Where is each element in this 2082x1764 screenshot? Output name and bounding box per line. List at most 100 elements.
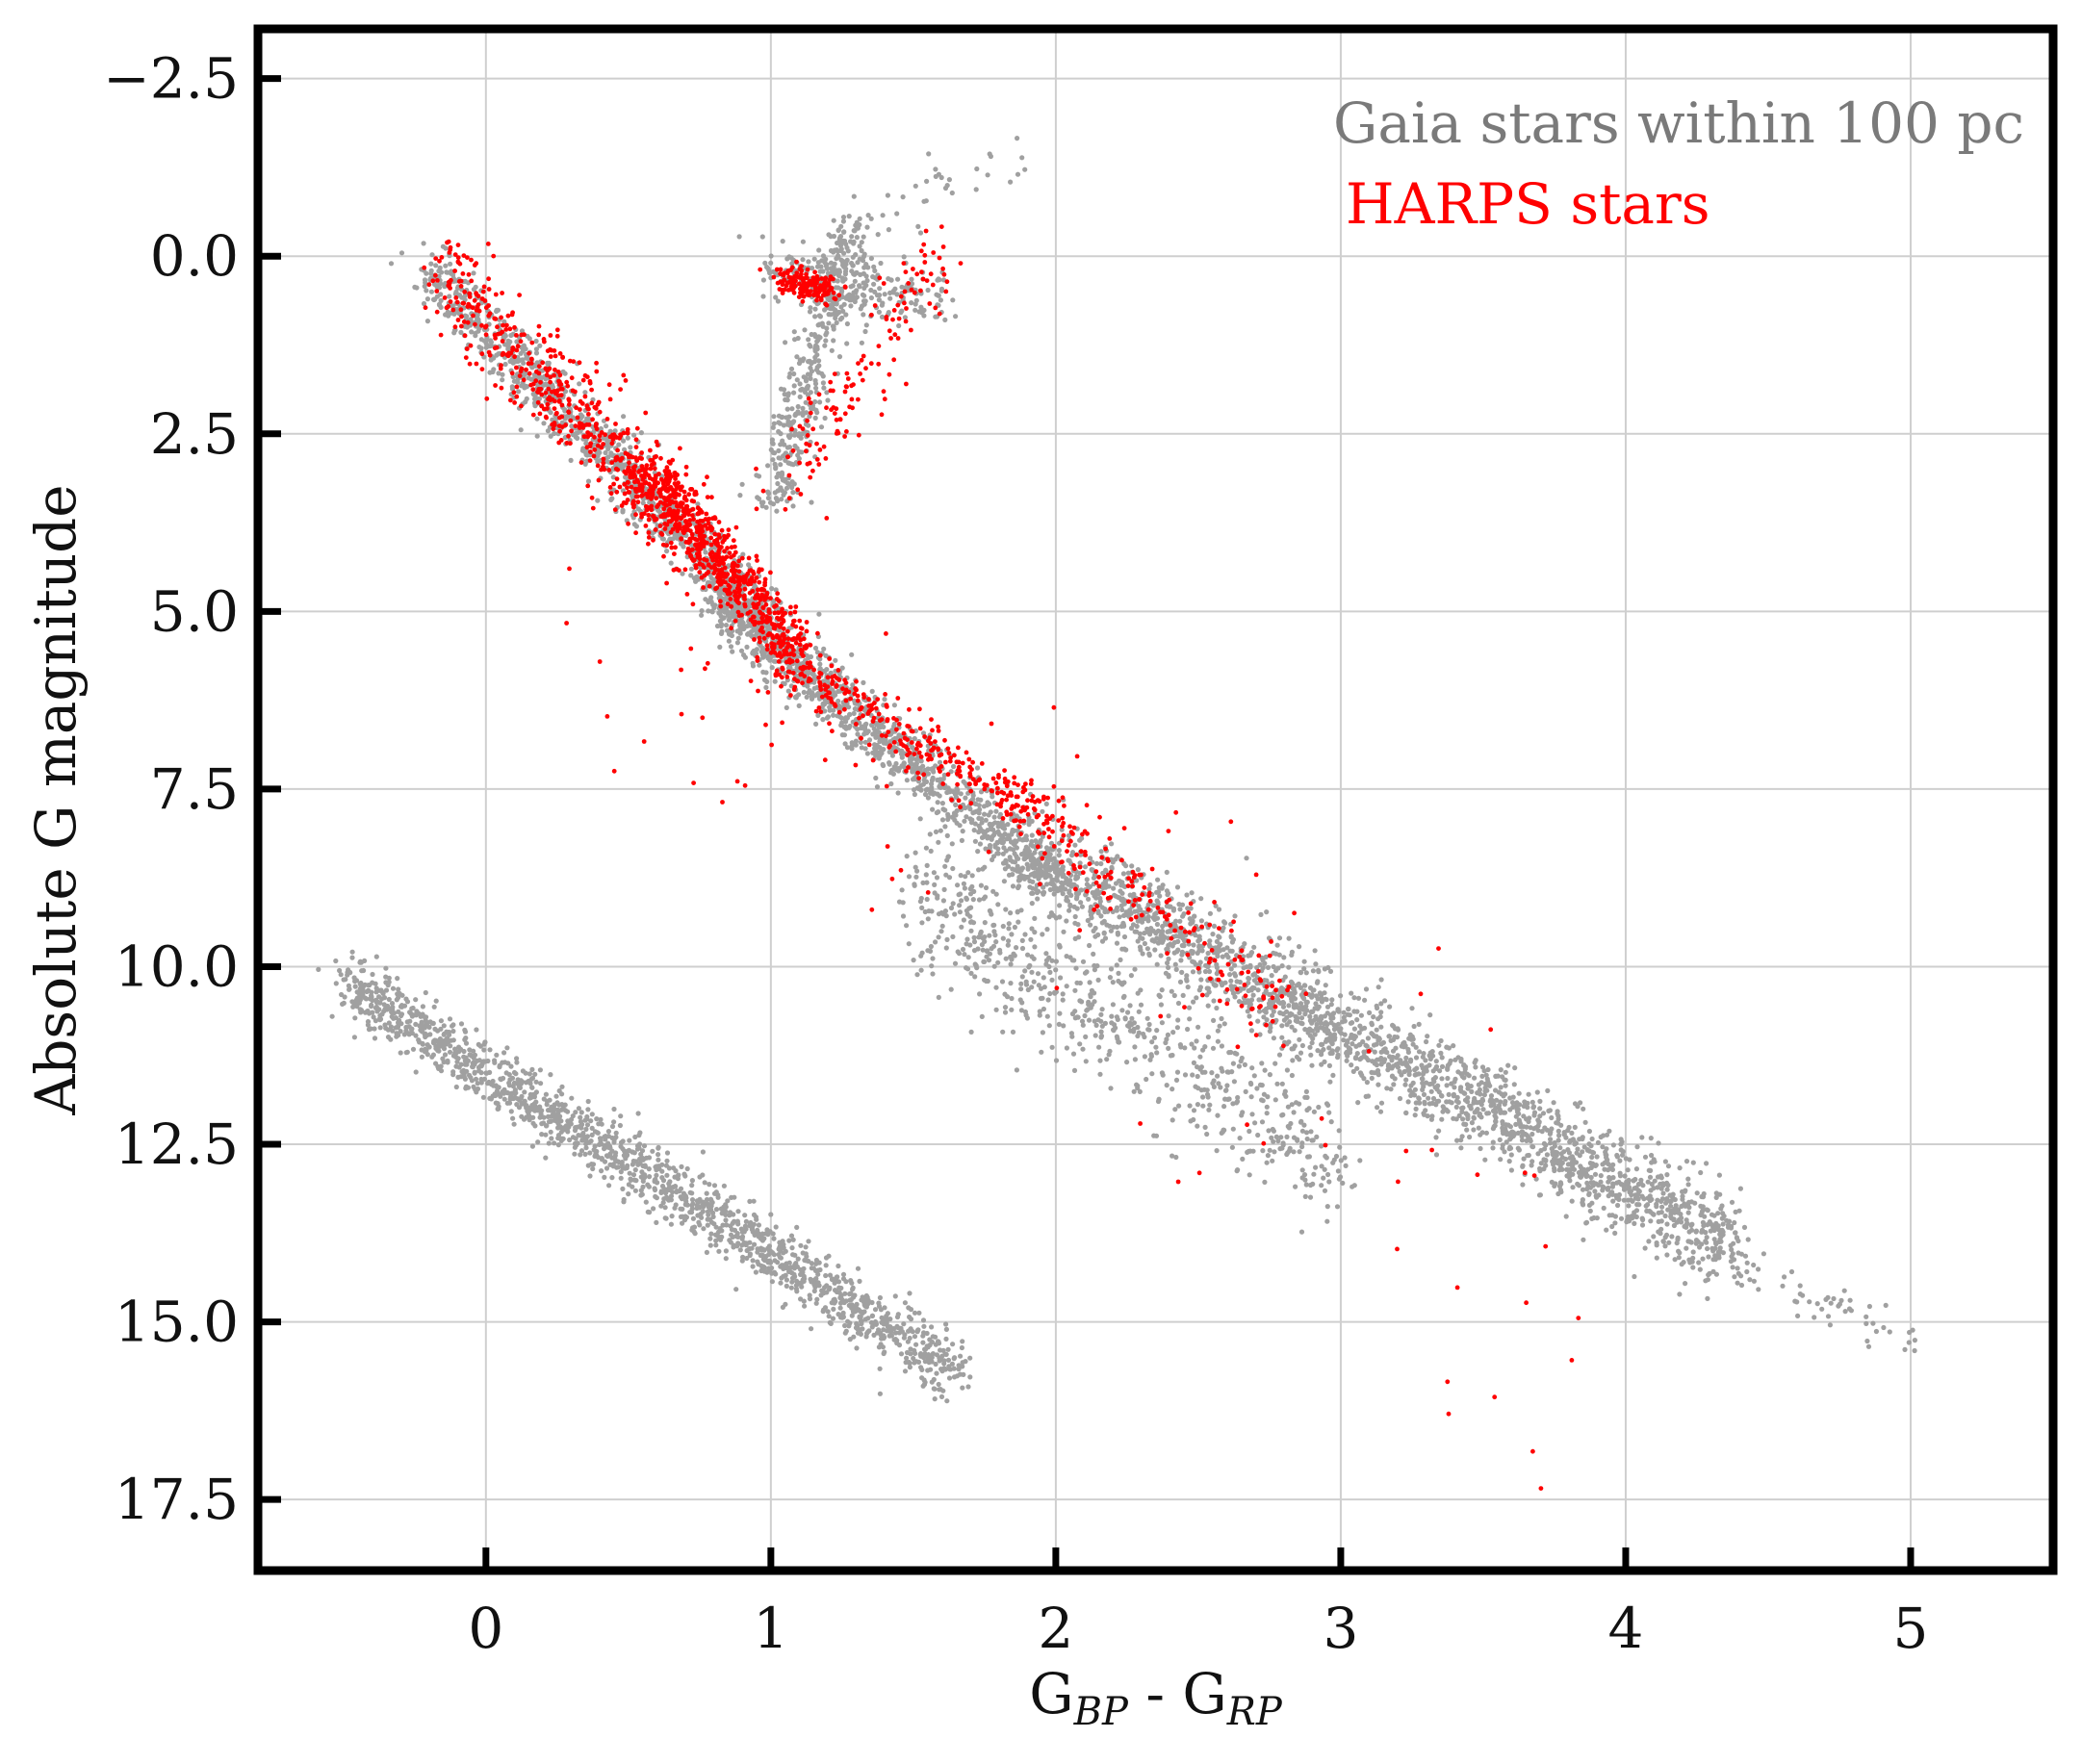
data-point: [1048, 910, 1054, 916]
data-point: [1555, 1128, 1561, 1134]
data-point: [1313, 961, 1319, 967]
data-point: [782, 680, 787, 687]
data-point: [532, 403, 538, 409]
data-point: [990, 854, 997, 859]
data-point: [1735, 1250, 1741, 1256]
data-point: [809, 1261, 815, 1266]
data-point: [1433, 1063, 1440, 1070]
data-point: [1214, 961, 1220, 967]
data-point: [1192, 913, 1197, 919]
data-point: [1326, 1062, 1332, 1068]
data-point: [965, 1384, 971, 1390]
data-point: [1685, 1182, 1691, 1188]
data-point: [1079, 904, 1085, 909]
data-point: [793, 695, 799, 701]
data-point: [631, 432, 637, 438]
data-point: [1440, 1109, 1446, 1114]
data-point: [1756, 1287, 1761, 1292]
data-point: [804, 694, 810, 701]
data-point: [1537, 1106, 1543, 1112]
data-point: [1118, 957, 1123, 963]
data-point: [1469, 1120, 1475, 1126]
data-point: [1372, 1061, 1377, 1066]
data-point: [1598, 1173, 1604, 1179]
data-point: [1645, 1195, 1651, 1201]
data-point: [603, 449, 608, 456]
data-point: [602, 1174, 607, 1180]
data-point: [1455, 1069, 1461, 1075]
data-point: [1347, 1012, 1352, 1018]
data-point: [1744, 1268, 1750, 1275]
data-point: [1838, 1297, 1844, 1303]
data-point: [1557, 1145, 1563, 1151]
data-point: [1445, 1062, 1451, 1068]
data-point: [1705, 1295, 1710, 1301]
data-point: [1411, 1023, 1417, 1030]
data-point: [1074, 906, 1080, 911]
data-point: [1619, 1182, 1625, 1188]
data-point: [836, 713, 842, 720]
data-point: [1529, 1131, 1535, 1138]
data-point: [1503, 1069, 1508, 1075]
data-point: [428, 268, 434, 273]
data-point: [1088, 922, 1093, 928]
data-point: [1256, 1009, 1263, 1014]
data-point: [1668, 1215, 1675, 1221]
data-point: [976, 829, 982, 835]
data-point: [462, 313, 468, 319]
data-point: [994, 851, 1000, 856]
data-point: [1508, 1167, 1514, 1173]
data-point: [1319, 1052, 1324, 1058]
data-point: [1686, 1229, 1692, 1235]
data-point: [1427, 1101, 1432, 1107]
data-point: [1684, 1159, 1690, 1164]
data-point: [1042, 871, 1048, 877]
data-point: [1242, 941, 1247, 947]
data-point: [1363, 986, 1370, 992]
data-point: [1331, 1010, 1337, 1016]
data-point: [1488, 1103, 1494, 1109]
data-point: [746, 630, 752, 636]
data-point: [726, 617, 732, 623]
data-point: [1245, 1009, 1250, 1014]
data-point: [1648, 1218, 1654, 1224]
data-point: [1580, 1149, 1585, 1155]
data-point: [1319, 992, 1324, 998]
data-point: [928, 766, 935, 772]
data-point: [810, 671, 816, 677]
data-point: [534, 416, 540, 422]
data-point: [970, 796, 976, 802]
data-point: [474, 1027, 479, 1033]
data-point: [1525, 1153, 1530, 1159]
data-point: [1166, 964, 1171, 971]
data-point: [976, 815, 982, 822]
data-point: [1912, 1338, 1917, 1343]
data-point: [1511, 1082, 1517, 1087]
data-point: [831, 707, 836, 713]
data-point: [771, 658, 777, 664]
data-point: [1005, 822, 1011, 828]
data-point: [1098, 849, 1104, 855]
data-point: [1676, 1248, 1682, 1254]
data-point: [1490, 1139, 1496, 1145]
data-point: [688, 566, 695, 572]
data-point: [912, 735, 917, 742]
data-point: [1374, 1027, 1379, 1033]
data-point: [1619, 1138, 1625, 1145]
data-point: [650, 530, 655, 536]
data-point: [1137, 907, 1144, 912]
data-point: [1416, 1021, 1422, 1027]
data-point: [433, 263, 439, 268]
data-point: [1439, 1055, 1445, 1061]
data-point: [1412, 1112, 1418, 1118]
data-point: [999, 839, 1005, 846]
data-point: [992, 830, 998, 836]
data-point: [1428, 1054, 1434, 1060]
data-point: [1476, 1125, 1481, 1131]
data-point: [487, 370, 493, 375]
data-point: [620, 1186, 626, 1191]
data-point: [1662, 1243, 1668, 1249]
data-point: [471, 270, 476, 276]
data-point: [1618, 1147, 1624, 1153]
data-point: [1043, 801, 1049, 807]
